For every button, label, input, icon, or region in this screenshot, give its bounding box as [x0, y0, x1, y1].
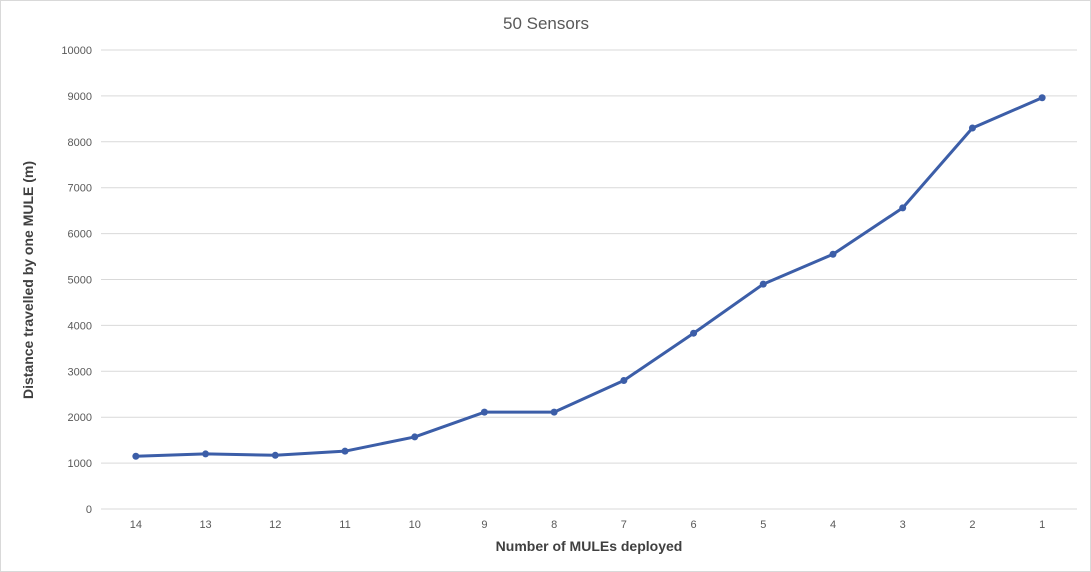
chart-title: 50 Sensors	[503, 14, 589, 33]
x-tick-label: 6	[691, 519, 697, 531]
x-tick-label: 1	[1039, 519, 1045, 531]
y-tick-label: 3000	[68, 366, 92, 378]
y-tick-label: 4000	[68, 320, 92, 332]
y-tick-label: 5000	[68, 275, 92, 287]
data-point	[132, 452, 140, 460]
x-tick-label: 11	[339, 519, 350, 531]
data-point	[550, 408, 558, 416]
x-tick-label: 14	[130, 519, 142, 531]
data-series	[132, 94, 1046, 460]
x-tick-label: 12	[269, 519, 281, 531]
series-line	[134, 96, 1044, 458]
y-axis-ticks: 0 1000 2000 3000 4000 5000 6000 7000 8000 9000 100…	[61, 45, 92, 516]
x-tick-label: 2	[969, 519, 975, 531]
y-tick-label: 10000	[61, 45, 92, 57]
gridlines	[101, 49, 1077, 510]
y-tick-label: 7000	[68, 183, 92, 195]
x-tick-label: 3	[900, 519, 906, 531]
data-point	[480, 408, 488, 416]
data-point	[202, 450, 210, 458]
data-point	[341, 447, 349, 455]
x-tick-label: 10	[409, 519, 421, 531]
y-tick-label: 1000	[68, 458, 92, 470]
data-point	[620, 376, 628, 384]
x-tick-label: 9	[481, 519, 487, 531]
y-axis-title: Distance travelled by one MULE (m)	[20, 161, 36, 399]
data-point	[759, 280, 767, 288]
data-point	[829, 250, 837, 258]
x-tick-label: 8	[551, 519, 557, 531]
y-tick-label: 6000	[68, 229, 92, 241]
x-tick-label: 7	[621, 519, 627, 531]
y-tick-label: 8000	[68, 137, 92, 149]
data-point	[1038, 94, 1046, 102]
y-tick-label: 0	[86, 504, 92, 516]
data-point	[411, 433, 419, 441]
x-axis-title: Number of MULEs deployed	[496, 538, 683, 554]
x-tick-label: 5	[760, 519, 766, 531]
x-axis-ticks: 14 13 12 11 10 9 8 7 6 5 4 3 2 1	[130, 519, 1045, 531]
x-tick-label: 4	[830, 519, 836, 531]
data-point	[899, 204, 907, 212]
data-point	[690, 329, 698, 337]
y-tick-label: 9000	[68, 91, 92, 103]
y-tick-label: 2000	[68, 412, 92, 424]
data-point	[271, 451, 279, 459]
x-tick-label: 13	[199, 519, 211, 531]
data-point	[968, 124, 976, 132]
